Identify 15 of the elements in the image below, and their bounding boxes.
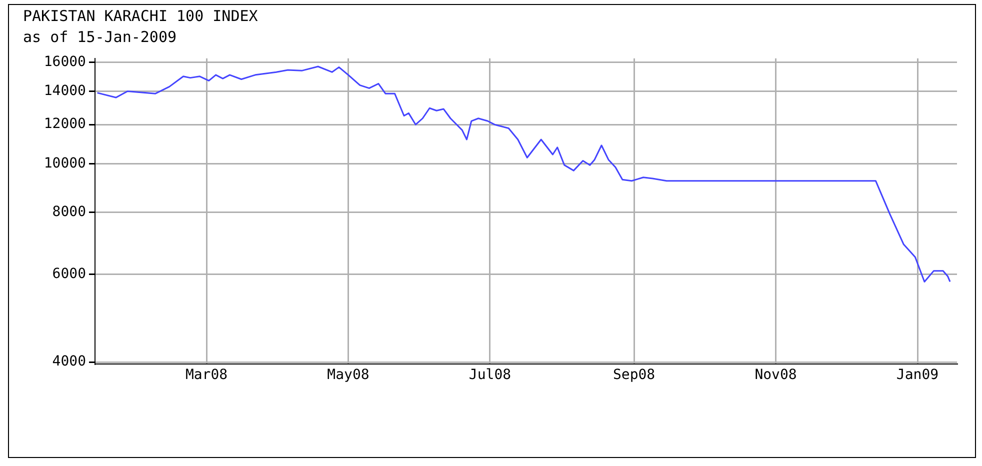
- x-tick-label: Sep08: [612, 367, 656, 384]
- y-tick-label: 4000: [52, 354, 86, 370]
- x-tick-label: Mar08: [185, 367, 228, 384]
- y-tick-label: 10000: [44, 156, 86, 172]
- y-tick-label: 8000: [52, 204, 86, 220]
- chart-title: PAKISTAN KARACHI 100 INDEX: [22, 6, 259, 27]
- y-tick-label: 14000: [44, 82, 86, 99]
- y-tick-label: 16000: [44, 54, 86, 70]
- x-tick-label: Nov08: [754, 367, 797, 384]
- y-tick-label: 6000: [52, 266, 86, 282]
- x-tick-label: May08: [327, 367, 370, 384]
- y-tick-label: 12000: [44, 116, 86, 132]
- chart-subtitle: as of 15-Jan-2009: [22, 27, 178, 47]
- x-tick-label: Jan09: [896, 367, 939, 384]
- x-tick-label: Jul08: [468, 367, 512, 384]
